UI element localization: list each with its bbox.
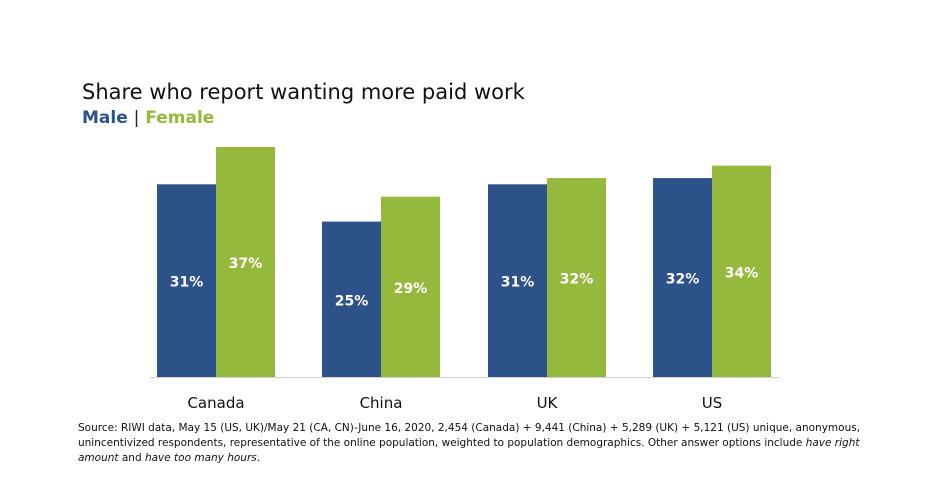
data-label-female-canada: 37% xyxy=(229,256,263,272)
bar-male-china xyxy=(322,221,381,377)
bar-male-uk xyxy=(488,184,547,377)
legend-male: Male xyxy=(82,108,128,128)
bar-male-canada xyxy=(157,184,216,377)
data-label-female-uk: 32% xyxy=(560,272,594,288)
source-text-3: . xyxy=(256,452,261,464)
source-italic-1: have right amount xyxy=(78,437,860,464)
bar-female-uk xyxy=(547,178,606,377)
category-label-us: US xyxy=(702,394,723,412)
data-label-female-us: 34% xyxy=(725,265,759,281)
source-note: Source: RIWI data, May 15 (US, UK)/May 2… xyxy=(78,421,888,466)
data-label-male-uk: 31% xyxy=(501,275,535,291)
category-label-uk: UK xyxy=(537,394,559,412)
data-label-male-canada: 31% xyxy=(170,275,204,291)
chart-title: Share who report wanting more paid work xyxy=(82,80,525,104)
category-label-china: China xyxy=(360,394,403,412)
legend-separator: | xyxy=(133,108,140,128)
source-italic-2: have too many hours xyxy=(144,452,257,464)
data-label-female-china: 29% xyxy=(394,281,428,297)
bar-female-us xyxy=(712,165,771,377)
data-label-male-china: 25% xyxy=(335,293,369,309)
source-text-2: and xyxy=(118,452,145,464)
legend: Male | Female xyxy=(82,108,214,128)
source-text-1: Source: RIWI data, May 15 (US, UK)/May 2… xyxy=(78,422,861,449)
category-label-canada: Canada xyxy=(187,394,244,412)
bar-female-china xyxy=(381,196,440,377)
bar-female-canada xyxy=(216,147,275,377)
legend-female: Female xyxy=(145,108,215,128)
bar-male-us xyxy=(653,178,712,377)
data-label-male-us: 32% xyxy=(666,272,700,288)
